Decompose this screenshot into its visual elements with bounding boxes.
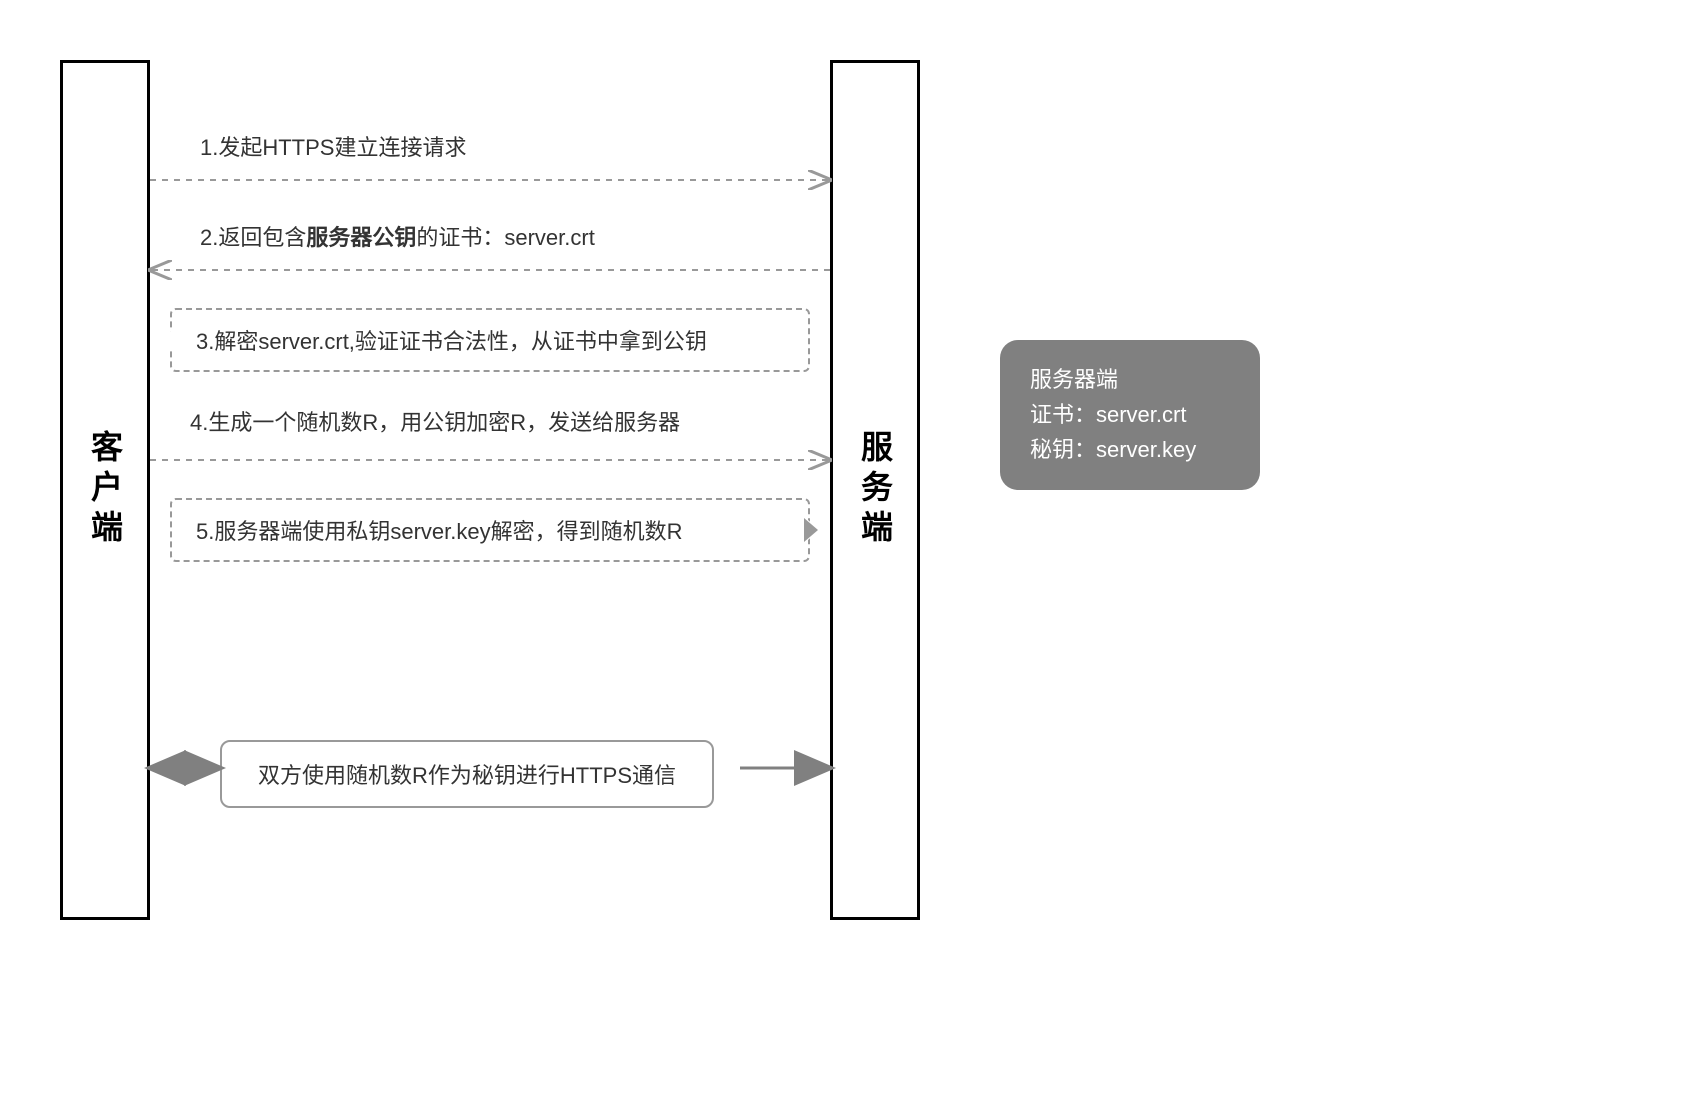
note-notch-icon [160, 330, 172, 350]
step-3-text: 3.解密server.crt,验证证书合法性，从证书中拿到公钥 [196, 329, 707, 354]
note-notch-icon [808, 520, 820, 540]
step-2-text: 2.返回包含服务器公钥的证书：server.crt [200, 220, 595, 252]
client-label: 客户端 [82, 430, 128, 550]
info-card-title: 服务器端 [1030, 362, 1230, 397]
step-5-note: 5.服务器端使用私钥server.key解密，得到随机数R [170, 498, 810, 562]
server-lifeline: 服务端 [830, 60, 920, 920]
final-box: 双方使用随机数R作为秘钥进行HTTPS通信 [220, 740, 714, 808]
server-label: 服务端 [852, 430, 898, 550]
server-info-card: 服务器端 证书：server.crt 秘钥：server.key [1000, 340, 1260, 490]
final-text: 双方使用随机数R作为秘钥进行HTTPS通信 [258, 763, 676, 788]
step-4-text: 4.生成一个随机数R，用公钥加密R，发送给服务器 [190, 405, 680, 437]
info-card-line2: 秘钥：server.key [1030, 432, 1230, 467]
step-2-bold: 服务器公钥 [306, 225, 416, 250]
client-lifeline: 客户端 [60, 60, 150, 920]
step-2-prefix: 2.返回包含 [200, 225, 306, 250]
step-2-suffix: 的证书：server.crt [416, 225, 594, 250]
step-5-text: 5.服务器端使用私钥server.key解密，得到随机数R [196, 519, 683, 544]
step-3-note: 3.解密server.crt,验证证书合法性，从证书中拿到公钥 [170, 308, 810, 372]
step-1-text: 1.发起HTTPS建立连接请求 [200, 130, 466, 162]
info-card-line1: 证书：server.crt [1030, 397, 1230, 432]
